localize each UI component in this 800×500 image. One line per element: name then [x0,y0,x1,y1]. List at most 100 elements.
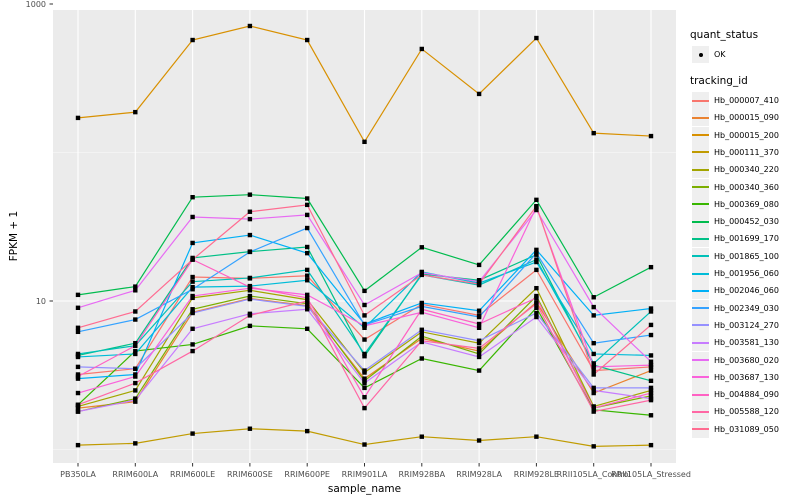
data-point [534,267,539,273]
data-point [247,192,253,197]
data-point [476,340,482,346]
x-tick-label-RRII105LA_Stressed: RRII105LA_Stressed [611,470,691,479]
data-point [133,288,138,293]
data-point [534,207,539,213]
legend-item-label: Hb_001956_060 [714,269,779,278]
data-point [419,245,424,250]
y-tick-label-1000: 1000 [25,0,46,9]
data-point [247,209,253,214]
data-point [247,216,253,222]
data-point [476,325,482,330]
x-tick-label-RRIM600LE: RRIM600LE [170,470,216,479]
legend-item-label: Hb_003680_020 [714,355,779,365]
legend-item-label: Hb_003124_270 [714,320,779,330]
legend-line-icon [692,341,709,344]
legend-key-swatch [692,46,709,63]
data-point [648,322,654,328]
data-point [75,409,81,414]
legend-key-swatch [692,420,709,438]
data-point [534,310,539,316]
data-point [247,23,253,29]
legend-key-swatch [692,247,709,265]
data-point [190,326,195,331]
data-point [476,91,482,97]
legend-item-Hb_002349_030: Hb_002349_030 [692,299,779,317]
data-point [305,428,310,434]
data-point [133,388,138,393]
legend-line-icon [692,393,709,396]
data-point [534,259,539,265]
x-tick-label-RRIM600LA: RRIM600LA [112,470,159,479]
data-point [362,323,367,329]
data-point [591,444,596,449]
legend-item-label: Hb_000015_200 [714,130,779,140]
data-point [648,393,654,398]
legend-item-label: Hb_005588_120 [714,407,779,417]
data-point [591,130,596,136]
legend-line-icon [692,272,709,275]
legend-item-label: Hb_000007_410 [714,96,779,105]
legend-line-icon [692,203,709,206]
data-point [75,402,81,407]
data-point [419,327,424,332]
data-point [305,37,310,43]
data-point [305,304,310,309]
data-point [133,348,138,354]
legend-line-icon [692,376,709,379]
data-point [190,307,195,312]
legend-key-swatch [692,265,709,282]
legend-item-Hb_000340_220: Hb_000340_220 [692,161,779,179]
legend-item-label: Hb_031089_050 [714,424,779,434]
data-point [419,46,424,52]
legend-key-swatch [692,282,709,300]
data-point [190,342,195,347]
data-point [648,397,654,403]
legend-key-swatch [692,334,709,352]
data-point [133,380,138,386]
data-point [591,368,596,373]
data-point [305,273,310,278]
data-point [534,250,539,256]
legend-item-Hb_003680_020: Hb_003680_020 [692,351,779,369]
data-point [534,197,539,203]
legend-item-Hb_000007_410: Hb_000007_410 [692,92,779,109]
data-point [247,249,253,255]
legend-item-Hb_001699_170: Hb_001699_170 [692,230,779,248]
legend-item-label: Hb_000452_030 [714,217,779,227]
data-point [190,257,195,262]
x-tick-label-RRIM600SE: RRIM600SE [227,470,273,479]
data-point [190,431,195,436]
legend-item-Hb_000452_030: Hb_000452_030 [692,213,779,231]
legend-item-Hb_001865_100: Hb_001865_100 [692,247,779,265]
x-tick-label-RRIM600PE: RRIM600PE [284,470,330,479]
data-point [476,321,482,327]
legend-item-label: Hb_001699_170 [714,234,779,244]
legend-key-swatch [692,403,709,421]
x-tick-label-RRII105LA_Control: RRII105LA_Control [556,470,631,479]
legend-line-icon [692,237,709,240]
data-point [190,240,195,246]
legend-line-icon [692,307,709,310]
data-point [247,426,253,431]
x-tick-label-RRIM928LA: RRIM928LA [456,470,502,479]
legend-item-Hb_003687_130: Hb_003687_130 [692,368,779,386]
legend-tracking-id-title: tracking_id [690,75,748,87]
data-point [305,326,310,331]
data-point [133,374,138,379]
data-point [648,385,654,391]
data-point [305,202,310,208]
data-point [591,304,596,310]
legend-item-Hb_004884_090: Hb_004884_090 [692,386,779,404]
data-point [362,313,367,318]
data-point [362,380,367,386]
data-point [648,362,654,368]
data-point [362,442,367,447]
legend-key-swatch [692,195,709,213]
y-axis-title: FPKM + 1 [8,210,20,262]
data-point [75,329,81,335]
data-point [305,292,310,298]
legend-item-Hb_002046_060: Hb_002046_060 [692,282,779,300]
data-point [362,353,367,359]
data-point [362,302,367,308]
legend-line-icon [692,99,709,102]
